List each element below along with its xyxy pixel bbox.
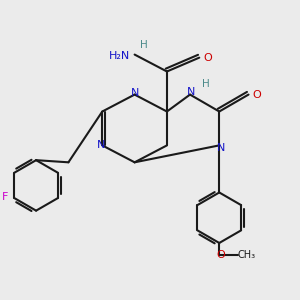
- Text: F: F: [2, 192, 8, 203]
- Text: O: O: [216, 250, 225, 260]
- Text: O: O: [203, 52, 212, 63]
- Text: N: N: [97, 140, 105, 150]
- Text: N: N: [217, 142, 225, 152]
- Text: N: N: [130, 88, 139, 98]
- Text: CH₃: CH₃: [237, 250, 255, 260]
- Text: H: H: [140, 40, 148, 50]
- Text: O: O: [253, 90, 262, 100]
- Text: H₂N: H₂N: [109, 51, 130, 61]
- Text: N: N: [188, 87, 196, 98]
- Text: H: H: [202, 79, 209, 89]
